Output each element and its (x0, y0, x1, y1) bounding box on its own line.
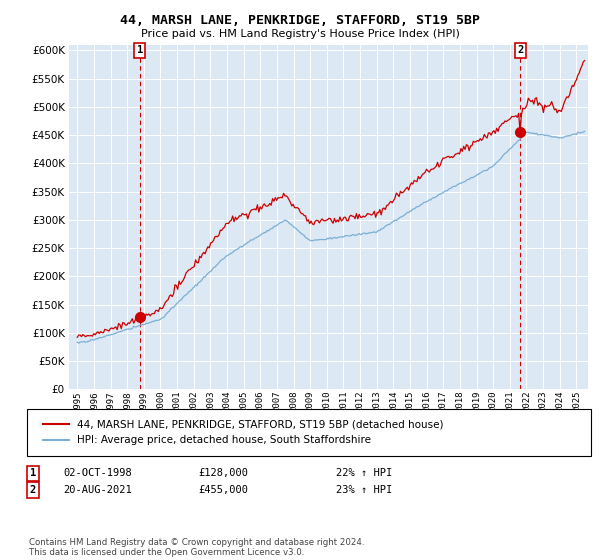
Text: 1: 1 (137, 45, 143, 55)
Text: 20-AUG-2021: 20-AUG-2021 (63, 485, 132, 495)
Text: 44, MARSH LANE, PENKRIDGE, STAFFORD, ST19 5BP: 44, MARSH LANE, PENKRIDGE, STAFFORD, ST1… (120, 14, 480, 27)
Text: Price paid vs. HM Land Registry's House Price Index (HPI): Price paid vs. HM Land Registry's House … (140, 29, 460, 39)
Text: £128,000: £128,000 (198, 468, 248, 478)
Text: 2: 2 (30, 485, 36, 495)
Text: 2: 2 (517, 45, 523, 55)
Text: £455,000: £455,000 (198, 485, 248, 495)
Text: 23% ↑ HPI: 23% ↑ HPI (336, 485, 392, 495)
Legend: 44, MARSH LANE, PENKRIDGE, STAFFORD, ST19 5BP (detached house), HPI: Average pri: 44, MARSH LANE, PENKRIDGE, STAFFORD, ST1… (38, 415, 449, 450)
Text: 1: 1 (30, 468, 36, 478)
Text: 22% ↑ HPI: 22% ↑ HPI (336, 468, 392, 478)
FancyBboxPatch shape (27, 409, 591, 456)
Text: 02-OCT-1998: 02-OCT-1998 (63, 468, 132, 478)
Text: Contains HM Land Registry data © Crown copyright and database right 2024.
This d: Contains HM Land Registry data © Crown c… (29, 538, 364, 557)
